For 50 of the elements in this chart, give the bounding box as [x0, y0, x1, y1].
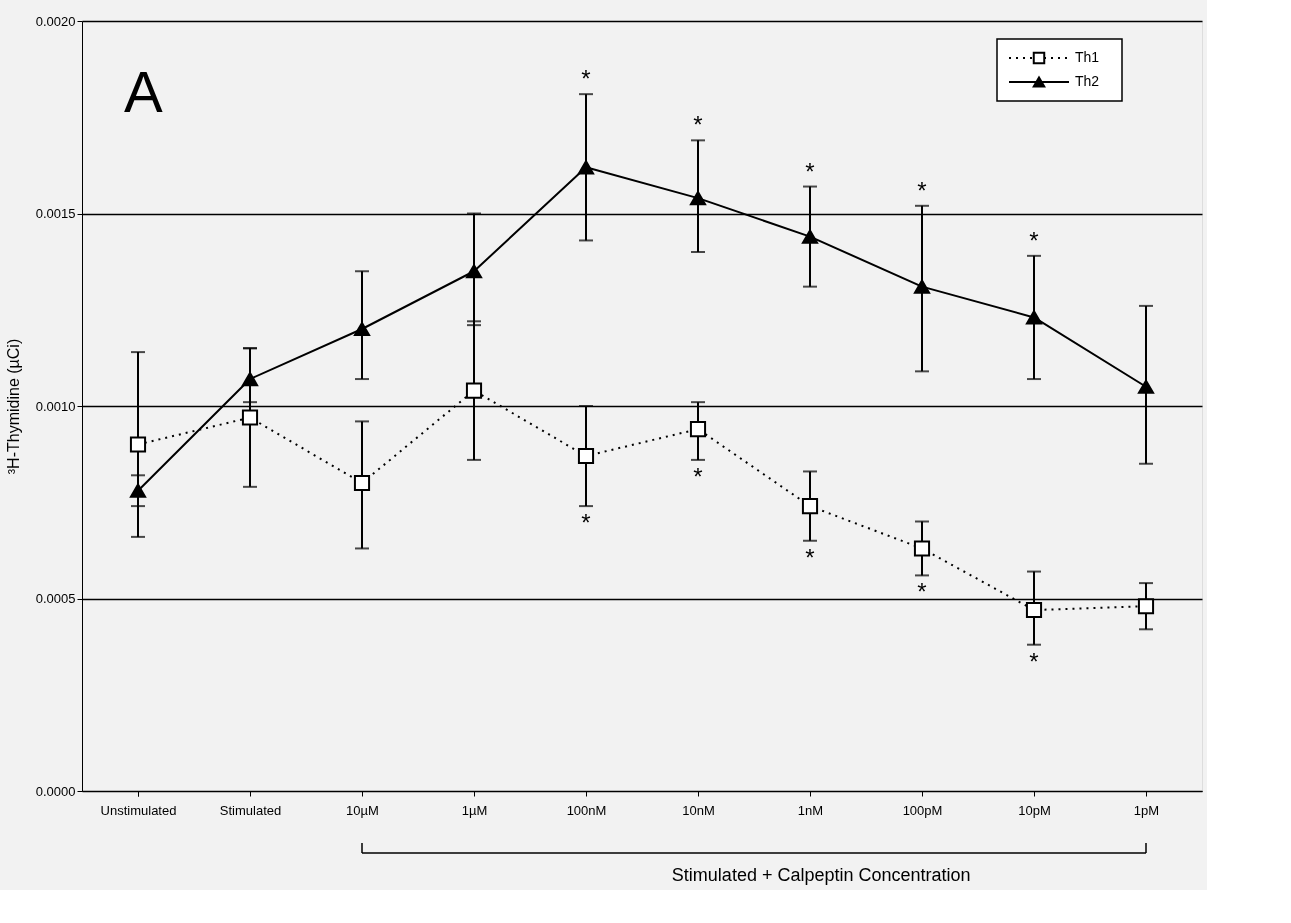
- point: [689, 190, 707, 206]
- point: [353, 474, 371, 492]
- x-tick-label: 10µM: [346, 802, 379, 818]
- point: [353, 321, 371, 337]
- y-tick-label: 0.0000: [35, 783, 76, 799]
- x-tick-label: 100pM: [902, 802, 943, 818]
- x-tick-label: Unstimulated: [100, 802, 177, 818]
- annotation: *: [1029, 226, 1039, 254]
- legend-label: Th1: [1075, 49, 1100, 65]
- x-tick-label: 1nM: [797, 802, 824, 818]
- x-tick-label: Stimulated: [219, 802, 282, 818]
- y-tick-label: 0.0005: [35, 591, 76, 606]
- point: [801, 229, 819, 244]
- point: [241, 371, 259, 387]
- x-tick-label: 1pM: [1133, 802, 1160, 818]
- x-axis-title: Stimulated + Calpeptin Concentration: [671, 865, 971, 885]
- y-axis-title: ³H-Thymidine (µCi): [4, 338, 22, 475]
- annotation: A: [124, 59, 163, 124]
- point: [465, 264, 483, 279]
- point: [801, 498, 819, 515]
- annotation: *: [917, 578, 927, 606]
- x-tick-label: 10pM: [1018, 802, 1051, 818]
- y-tick-label: 0.0015: [35, 206, 76, 221]
- y-tick-label: 0.0010: [35, 398, 76, 414]
- x-tick-label: 10nM: [682, 802, 715, 818]
- annotation: *: [581, 509, 591, 537]
- annotation: *: [917, 176, 927, 204]
- y-tick-label: 0.0020: [35, 13, 76, 29]
- x-tick-label: 100nM: [566, 802, 607, 818]
- point: [1025, 310, 1043, 325]
- point: [689, 421, 707, 438]
- annotation: *: [693, 462, 703, 490]
- x-tick-label: 1µM: [461, 802, 488, 818]
- point: [1137, 598, 1155, 615]
- point: [913, 540, 931, 557]
- point: [129, 483, 147, 498]
- point: [241, 409, 259, 426]
- legend-label: Th2: [1075, 73, 1100, 89]
- annotation: *: [693, 111, 703, 139]
- annotation: *: [1029, 647, 1039, 675]
- point: [1025, 601, 1043, 619]
- point: [913, 279, 931, 294]
- point: [1137, 379, 1155, 394]
- point: [465, 382, 483, 399]
- point: [129, 436, 147, 453]
- point: [577, 447, 595, 465]
- annotation: *: [805, 157, 815, 185]
- annotation: *: [805, 543, 815, 571]
- annotation: *: [581, 65, 591, 93]
- point: [577, 160, 595, 175]
